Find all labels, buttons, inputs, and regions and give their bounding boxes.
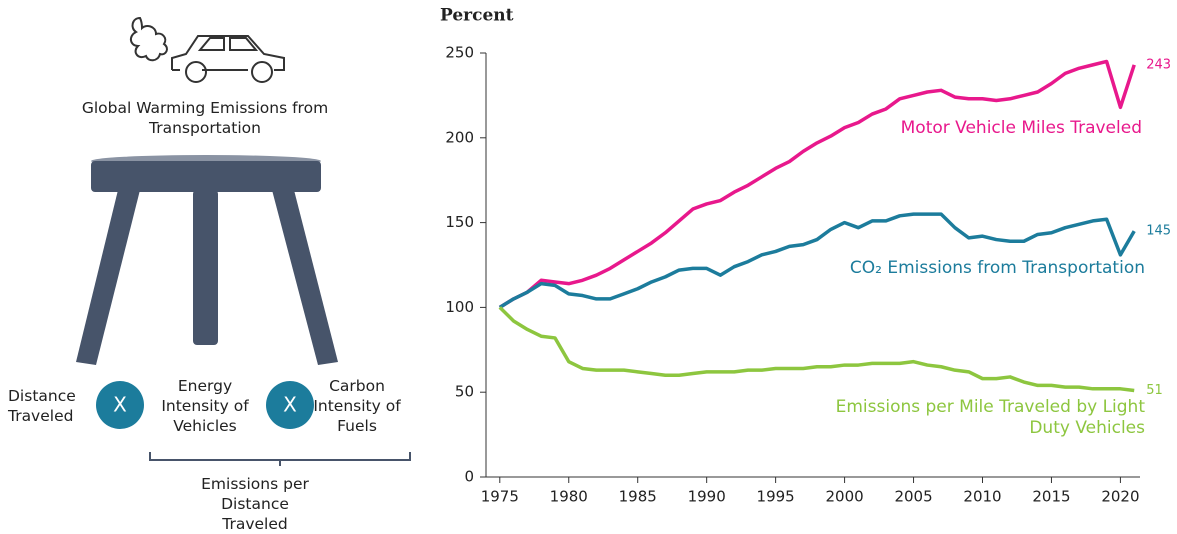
x-tick-label: 2010 bbox=[963, 488, 1001, 506]
y-tick-label: 200 bbox=[445, 128, 474, 146]
x-tick-label: 2015 bbox=[1032, 488, 1070, 506]
y-tick-label: 100 bbox=[445, 298, 474, 316]
page: {"infographic": { "caption": "Global War… bbox=[8, 5, 1172, 533]
x-tick-label: 1985 bbox=[619, 488, 657, 506]
bracket bbox=[149, 452, 411, 466]
y-tick-label: 50 bbox=[455, 383, 474, 401]
icon bbox=[130, 16, 285, 83]
y-tick-label: 250 bbox=[445, 44, 474, 62]
y-tick-label: 0 bbox=[464, 468, 474, 486]
x-tick-label: 1995 bbox=[757, 488, 795, 506]
series-label: Emissions per Mile Traveled by Light Dut… bbox=[835, 397, 1145, 438]
caption: Global Warming Emissions from Transporta… bbox=[81, 99, 329, 137]
x-tick-label: 1975 bbox=[481, 488, 519, 506]
x-tick-label: 1980 bbox=[550, 488, 588, 506]
operator-circle bbox=[266, 381, 314, 429]
end-value-label: 243 bbox=[1146, 57, 1171, 72]
x-tick-label: 1990 bbox=[688, 488, 726, 506]
y-axis-title: Percent bbox=[440, 6, 514, 26]
operator: X bbox=[283, 393, 297, 417]
stool bbox=[76, 155, 338, 365]
factor-label: Energy Intensity of Vehicles bbox=[161, 377, 249, 435]
x-tick-label: 2000 bbox=[825, 488, 863, 506]
series-line bbox=[498, 212, 1136, 309]
x-tick-label: 2020 bbox=[1101, 488, 1139, 506]
bracket-label: Emissions per Distance Traveled bbox=[201, 475, 309, 533]
series-line bbox=[498, 306, 1135, 393]
factor-label: Carbon Intensity of Fuels bbox=[313, 377, 401, 435]
series-label: CO₂ Emissions from Transportation bbox=[849, 258, 1145, 278]
series-line bbox=[498, 59, 1136, 309]
operator-circle bbox=[96, 381, 144, 429]
end-value-label: 51 bbox=[1146, 383, 1163, 398]
end-value-label: 145 bbox=[1146, 224, 1171, 239]
factor-label: Distance Traveled bbox=[8, 387, 76, 425]
series-label: Motor Vehicle Miles Traveled bbox=[900, 118, 1142, 138]
x-tick-label: 2005 bbox=[894, 488, 932, 506]
operator: X bbox=[113, 393, 127, 417]
y-tick-label: 150 bbox=[445, 213, 474, 231]
chart: X X Percent 0 50 100 150 200 250 1975 1980 1985 1… bbox=[76, 6, 1171, 506]
